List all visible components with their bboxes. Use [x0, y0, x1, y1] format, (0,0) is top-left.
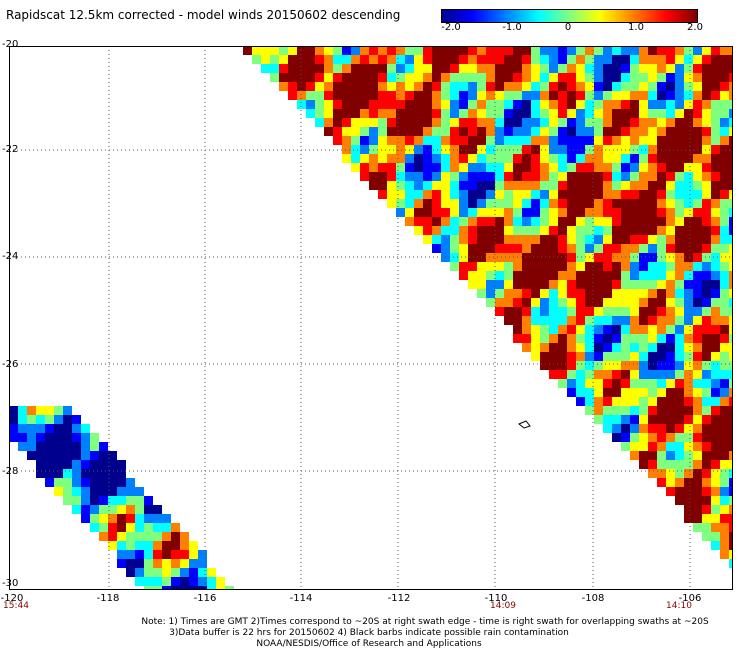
colorbar-tick: -1.0	[502, 22, 522, 33]
lon-label: -116	[193, 593, 217, 604]
lon-label: -114	[289, 593, 313, 604]
lat-label: -30	[2, 578, 19, 589]
colorbar-tick: 0	[564, 22, 572, 33]
graticule	[9, 46, 733, 590]
lon-label: -120	[0, 593, 24, 604]
lat-label: -24	[2, 251, 19, 262]
note-line-3: NOAA/NESDIS/Office of Research and Appli…	[256, 639, 482, 649]
lon-label: -112	[387, 593, 411, 604]
colorbar-tick: 1.0	[628, 22, 644, 33]
colorbar-tick: -2.0	[441, 22, 461, 33]
lat-label: -22	[2, 144, 19, 155]
colorbar	[441, 9, 698, 23]
wind-difference-map	[9, 46, 733, 590]
swath-time-middle: 14:09	[490, 601, 516, 611]
swath-time-left: 15:44	[3, 601, 29, 611]
lat-label: -20	[2, 39, 19, 50]
lat-label: -26	[2, 359, 19, 370]
map-title: Rapidscat 12.5km corrected - model winds…	[6, 8, 401, 22]
plot-frame	[9, 46, 733, 590]
colorbar-tick: 2.0	[687, 22, 703, 33]
island-outline	[518, 420, 531, 429]
swath-time-right: 14:10	[666, 601, 692, 611]
lon-label: -118	[96, 593, 120, 604]
lat-label: -28	[2, 466, 19, 477]
lon-label: -106	[678, 593, 702, 604]
lon-label: -108	[581, 593, 605, 604]
note-line-1: Note: 1) Times are GMT 2)Times correspon…	[141, 617, 709, 627]
note-line-2: 3)Data buffer is 22 hrs for 20150602 4) …	[169, 628, 569, 638]
lon-label: -110	[484, 593, 508, 604]
wind-difference-cells	[9, 46, 733, 590]
